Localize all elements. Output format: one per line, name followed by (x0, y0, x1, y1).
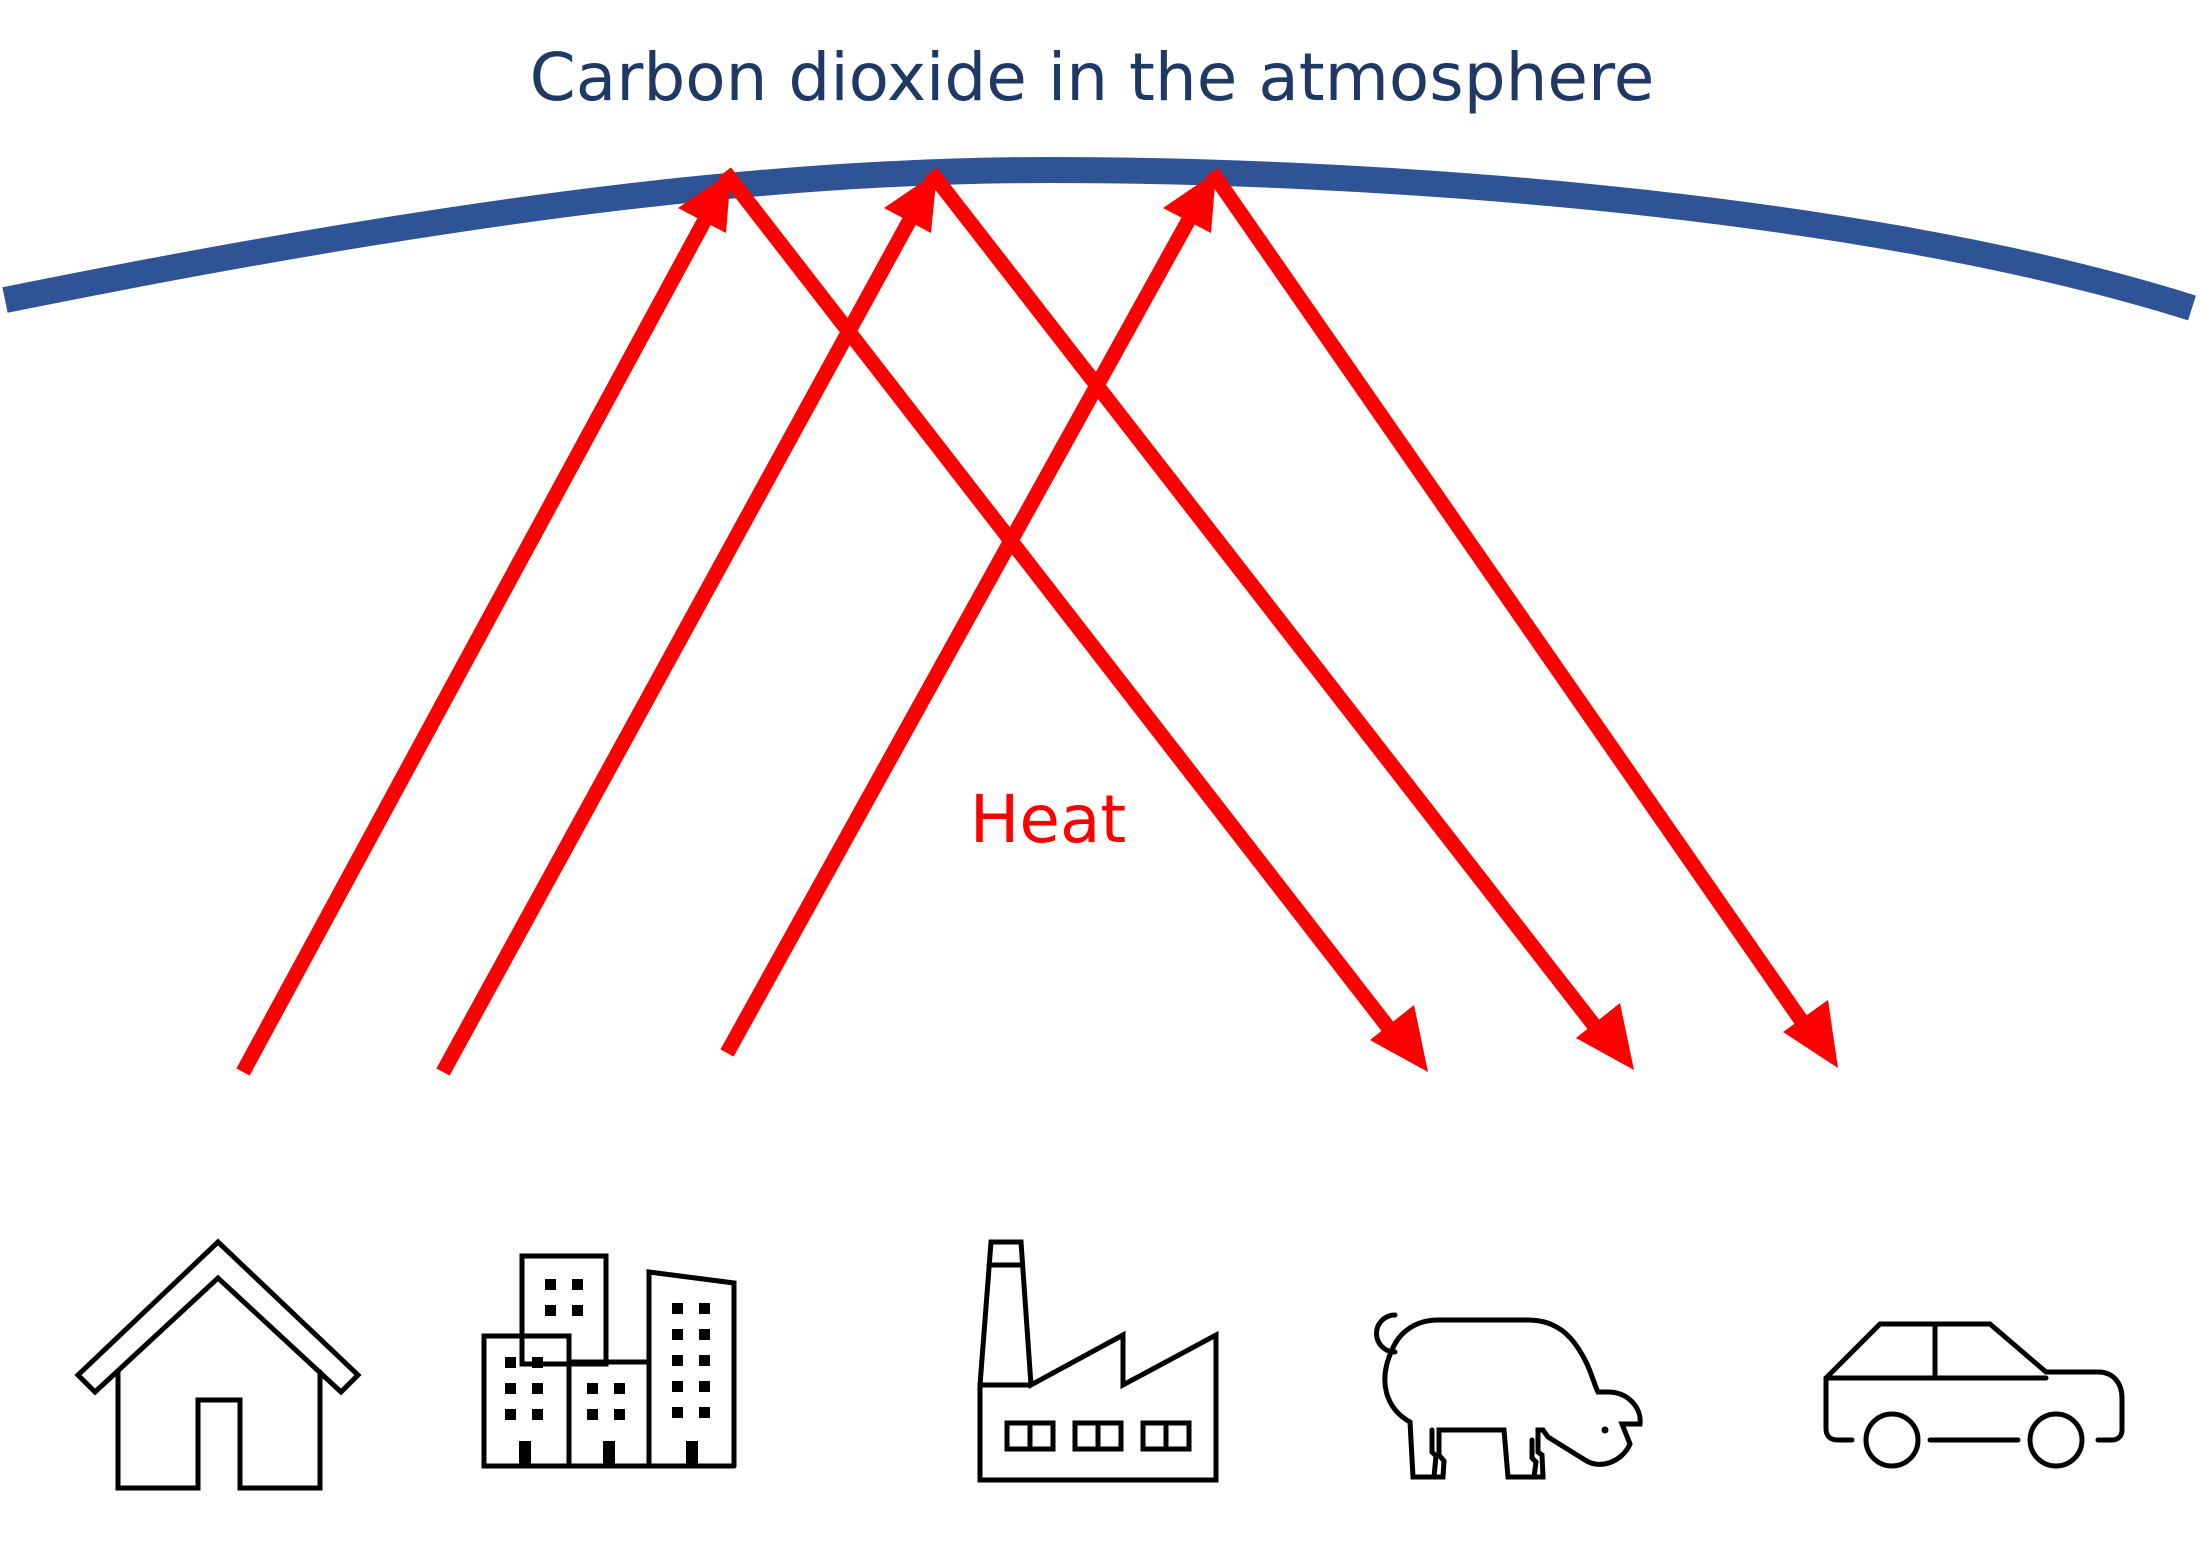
heat-arrow-up-3 (720, 172, 1216, 1057)
heat-arrow-down-1 (719, 167, 1428, 1072)
emission-sources (74, 1238, 2125, 1491)
heat-arrow-down-3 (1205, 167, 1838, 1068)
house-icon (74, 1238, 362, 1491)
city-buildings-icon (481, 1253, 737, 1469)
heat-arrows (236, 167, 1838, 1076)
cow-icon (1374, 1312, 1643, 1480)
heat-label: Heat (970, 781, 1127, 858)
atmosphere-title: Carbon dioxide in the atmosphere (530, 39, 1655, 116)
heat-arrow-up-1 (236, 172, 731, 1076)
atmosphere-curve (2, 156, 2196, 321)
heat-arrow-down-2 (925, 167, 1634, 1070)
factory-icon (977, 1239, 1219, 1483)
car-icon (1823, 1321, 2125, 1469)
heat-arrow-up-2 (436, 172, 937, 1076)
